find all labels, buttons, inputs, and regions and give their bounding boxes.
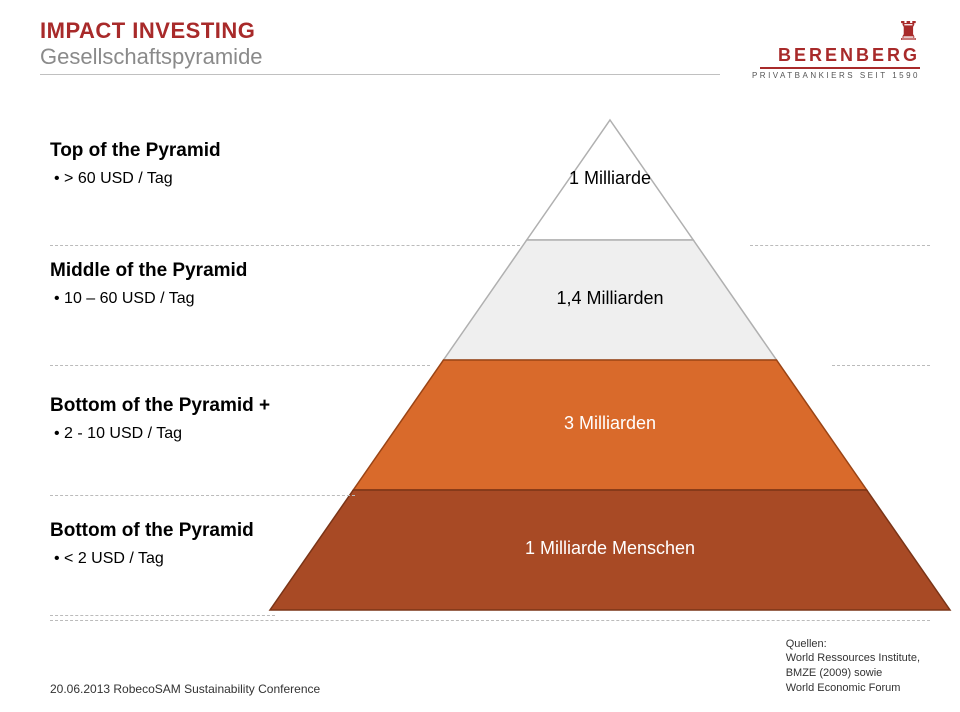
level-title-middle: Middle of the Pyramid [50, 260, 350, 282]
pyramid-layer-bop: 1 Milliarde Menschen [0, 110, 960, 650]
title-block: IMPACT INVESTING Gesellschaftspyramide [40, 18, 720, 75]
slide-header: IMPACT INVESTING Gesellschaftspyramide ♜… [0, 0, 960, 80]
source-line: BMZE (2009) sowie [786, 666, 920, 681]
level-text-bop_plus: Bottom of the Pyramid + 2 - 10 USD / Tag [50, 395, 350, 443]
source-line: World Economic Forum [786, 681, 920, 696]
dash-right-top [750, 245, 930, 246]
level-bullet-top: > 60 USD / Tag [50, 170, 350, 188]
dash-left-top [50, 245, 520, 246]
level-bullet-bop_plus: 2 - 10 USD / Tag [50, 425, 350, 443]
dash-base [50, 620, 930, 621]
footer-left: 20.06.2013 RobecoSAM Sustainability Conf… [50, 682, 320, 696]
level-text-middle: Middle of the Pyramid 10 – 60 USD / Tag [50, 260, 350, 308]
level-title-bop_plus: Bottom of the Pyramid + [50, 395, 350, 417]
brand-logo: ♜ BERENBERG PRIVATBANKIERS SEIT 1590 [752, 18, 920, 80]
level-title-top: Top of the Pyramid [50, 140, 350, 162]
brand-name: BERENBERG [752, 46, 920, 64]
brand-tagline: PRIVATBANKIERS SEIT 1590 [752, 72, 920, 80]
level-bullet-bop: < 2 USD / Tag [50, 550, 350, 568]
dash-right-middle [832, 365, 930, 366]
title-underline [40, 74, 720, 75]
level-text-top: Top of the Pyramid > 60 USD / Tag [50, 140, 350, 188]
crest-icon: ♜ [752, 18, 920, 44]
slide-subtitle: Gesellschaftspyramide [40, 44, 720, 70]
dash-left-middle [50, 365, 430, 366]
level-title-bop: Bottom of the Pyramid [50, 520, 350, 542]
dash-left-bop [50, 615, 275, 616]
pyramid-diagram: 1 Milliarde 1,4 Milliarden 3 Milliarden … [0, 110, 960, 650]
source-line: World Ressources Institute, [786, 651, 920, 666]
level-bullet-middle: 10 – 60 USD / Tag [50, 290, 350, 308]
source-line: Quellen: [786, 637, 920, 652]
level-text-bop: Bottom of the Pyramid < 2 USD / Tag [50, 520, 350, 568]
slide-title: IMPACT INVESTING [40, 18, 720, 44]
brand-line [760, 67, 920, 69]
pyramid-shapes: 1 Milliarde 1,4 Milliarden 3 Milliarden … [0, 110, 960, 650]
dash-left-bop_plus [50, 495, 355, 496]
footer-right: Quellen:World Ressources Institute,BMZE … [786, 637, 920, 696]
